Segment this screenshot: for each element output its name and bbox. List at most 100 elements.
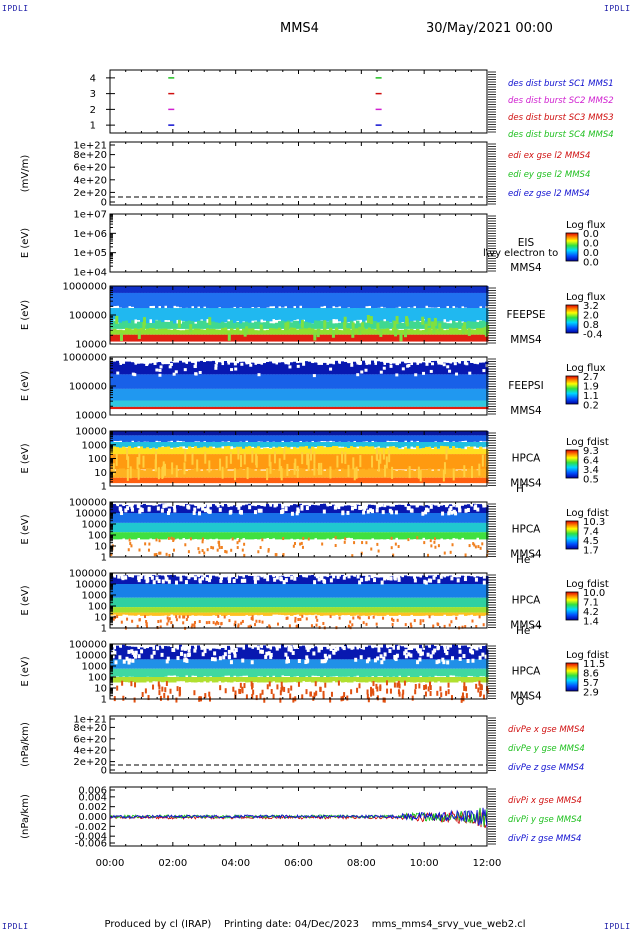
burst-panel-y-tick-label: 4: [90, 73, 96, 84]
burst-panel-legend-entry: des dist burst SC3 MMS3: [508, 113, 614, 123]
feepse-panel-colorbar-title: Log flux: [566, 292, 606, 303]
time-axis-label: 10:00: [410, 858, 439, 869]
burst-panel-y-tick-label: 1: [90, 121, 96, 132]
datetime-title: 30/May/2021 00:00: [426, 21, 553, 36]
hpca_o-panel-colorbar-label: 8.6: [583, 669, 599, 680]
hpca_o-panel-y-tick-label: 1000: [82, 662, 107, 673]
hpca_he-panel-colorbar-label: 1.7: [583, 546, 599, 557]
hpca_h-panel-colorbar-label: 6.4: [583, 456, 599, 467]
hpca_he-panel-species-charge: +: [530, 552, 536, 560]
feepse-panel-instrument-label: MMS4: [510, 334, 542, 346]
hpca_h-panel-y-tick-label: 1: [101, 482, 107, 493]
hpca_o-panel-colorbar-label: 5.7: [583, 678, 599, 689]
edi-panel-y-label: (mV/m): [20, 155, 31, 193]
divpi-panel-y-tick-label: 0.000: [78, 812, 107, 823]
divpe-panel-y-label: (nPa/km): [20, 722, 31, 767]
divpi-panel-series-blue: [109, 807, 488, 827]
hpca_he2-panel-y-tick-label: 10: [94, 613, 107, 624]
hpca_h-panel-colorbar-label: 3.4: [583, 465, 599, 476]
hpca_he2-panel-y-tick-label: 1000: [82, 591, 107, 602]
burst-panel-frame: [109, 69, 488, 134]
hpca_o-panel-colorbar-title: Log fdist: [566, 650, 609, 661]
feepsi-panel-y-tick-label: 1000000: [62, 353, 107, 364]
footer-produced: Produced by cl (IRAP): [104, 919, 212, 930]
feepse-panel-colorbar: [565, 304, 579, 334]
hpca_he-panel-colorbar-title: Log fdist: [566, 508, 609, 519]
burst-panel-y-tick-label: 3: [90, 89, 96, 100]
divpe-panel-y-tick-label: 4e+20: [73, 746, 107, 757]
eis-panel-colorbar-title: Log flux: [566, 220, 606, 231]
edi-panel-y-tick-label: 0: [101, 198, 107, 209]
divpe-panel-y-tick-label: 1e+21: [73, 715, 107, 726]
hpca_he-panel-y-tick-label: 1: [101, 553, 107, 564]
time-axis-label: 08:00: [347, 858, 376, 869]
eis-panel-colorbar-label: 0.0: [583, 229, 599, 240]
hpca_o-panel-species-label: O+: [516, 694, 530, 708]
hpca_o-panel-y-tick-label: 10000: [75, 651, 107, 662]
burst-panel-legend-entry: des dist burst SC4 MMS4: [508, 130, 614, 140]
feepsi-panel-colorbar-label: 0.2: [583, 401, 599, 412]
divpi-panel-y-tick-label: 0.004: [78, 792, 107, 803]
edi-panel-frame: [109, 141, 488, 206]
hpca_h-panel-instrument-label: MMS4: [510, 477, 542, 489]
divpi-panel-legend-entry: divPi z gse MMS4: [508, 834, 581, 844]
edi-panel-legend-entry: edi ez gse l2 MMS4: [508, 189, 590, 199]
time-axis-label: 12:00: [473, 858, 502, 869]
hpca_h-panel-species-label: H+: [516, 481, 530, 495]
hpca_he-panel-colorbar-label: 7.4: [583, 527, 599, 538]
hpca_he-panel-y-tick-label: 10000: [75, 509, 107, 520]
divpi-panel-y-tick-label: 0.002: [78, 802, 107, 813]
divpe-panel-legend-entry: divPe x gse MMS4: [508, 725, 585, 735]
hpca_h-panel-colorbar-label: 0.5: [583, 475, 599, 486]
divpi-panel-legend-entry: divPi y gse MMS4: [508, 815, 582, 825]
time-axis-label: 04:00: [221, 858, 250, 869]
hpca_he-panel-species-label: He+: [516, 552, 536, 566]
hpca_o-panel-y-tick-label: 100000: [69, 640, 107, 651]
divpi-panel-y-label: (nPa/km): [20, 794, 31, 839]
hpca_he2-panel-colorbar-title: Log fdist: [566, 579, 609, 590]
hpca_he2-panel-y-tick-label: 100: [88, 602, 107, 613]
hpca_he2-panel-colorbar-label: 10.0: [583, 588, 605, 599]
hpca_h-panel-y-label: E (eV): [20, 443, 31, 473]
eis-panel-colorbar-label: 0.0: [583, 248, 599, 259]
feepsi-panel-colorbar-label: 1.1: [583, 391, 599, 402]
divpi-panel-legend-entry: divPi x gse MMS4: [508, 796, 582, 806]
hpca_o-panel-colorbar: [565, 662, 579, 692]
edi-panel-y-tick-label: 1e+21: [73, 141, 107, 152]
hpca_o-panel-colorbar-label: 11.5: [583, 659, 605, 670]
feepse-panel-colorbar-label: -0.4: [583, 330, 603, 341]
feepse-panel-y-tick-label: 1000000: [62, 282, 107, 293]
feepsi-panel-colorbar-title: Log flux: [566, 363, 606, 374]
hpca_h-panel-colorbar-label: 9.3: [583, 446, 599, 457]
burst-panel-legend-entry: des dist burst SC1 MMS1: [508, 79, 614, 89]
footer-filename: mms_mms4_srvy_vue_web2.cl: [371, 919, 526, 930]
hpca_he2-panel-species-charge: ++: [530, 623, 542, 631]
hpca_o-panel-instrument-label: MMS4: [510, 690, 542, 702]
hpca_o-panel-instrument-label: HPCA: [512, 665, 542, 677]
edi-panel-y-tick-label: 6e+20: [73, 163, 107, 174]
feepsi-panel-colorbar-label: 2.7: [583, 372, 599, 383]
edi-panel-legend-entry: edi ex gse l2 MMS4: [508, 151, 590, 161]
eis-panel-y-tick-label: 1e+05: [73, 248, 107, 259]
corner-label-bottom-right: IPDLI: [604, 922, 630, 931]
eis-panel-y-tick-label: 1e+06: [73, 229, 107, 240]
feepse-panel-y-tick-label: 100000: [69, 311, 107, 322]
hpca_he2-panel-y-tick-label: 10000: [75, 580, 107, 591]
eis-panel-frame: [109, 213, 488, 273]
eis-panel-overlay-label: l\vy electron to: [483, 248, 558, 259]
hpca_o-panel-y-tick-label: 1: [101, 695, 107, 706]
feepsi-panel-instrument-label: MMS4: [510, 405, 542, 417]
eis-panel-y-label: E (eV): [20, 228, 31, 258]
hpca_o-panel-y-tick-label: 100: [88, 673, 107, 684]
hpca_he-panel-instrument-label: HPCA: [512, 523, 542, 535]
divpi-panel-y-tick-label: 0.006: [78, 786, 107, 797]
divpe-panel-legend-entry: divPe y gse MMS4: [508, 744, 585, 754]
edi-panel-y-tick-label: 8e+20: [73, 150, 107, 161]
time-axis-label: 02:00: [158, 858, 187, 869]
eis-panel-y-tick-label: 1e+04: [73, 268, 107, 279]
time-axis-label: 06:00: [284, 858, 313, 869]
hpca_he-panel-y-tick-label: 10: [94, 542, 107, 553]
burst-panel-y-tick-label: 2: [90, 105, 96, 116]
edi-panel-y-tick-label: 4e+20: [73, 175, 107, 186]
mission-title: MMS4: [280, 21, 319, 36]
